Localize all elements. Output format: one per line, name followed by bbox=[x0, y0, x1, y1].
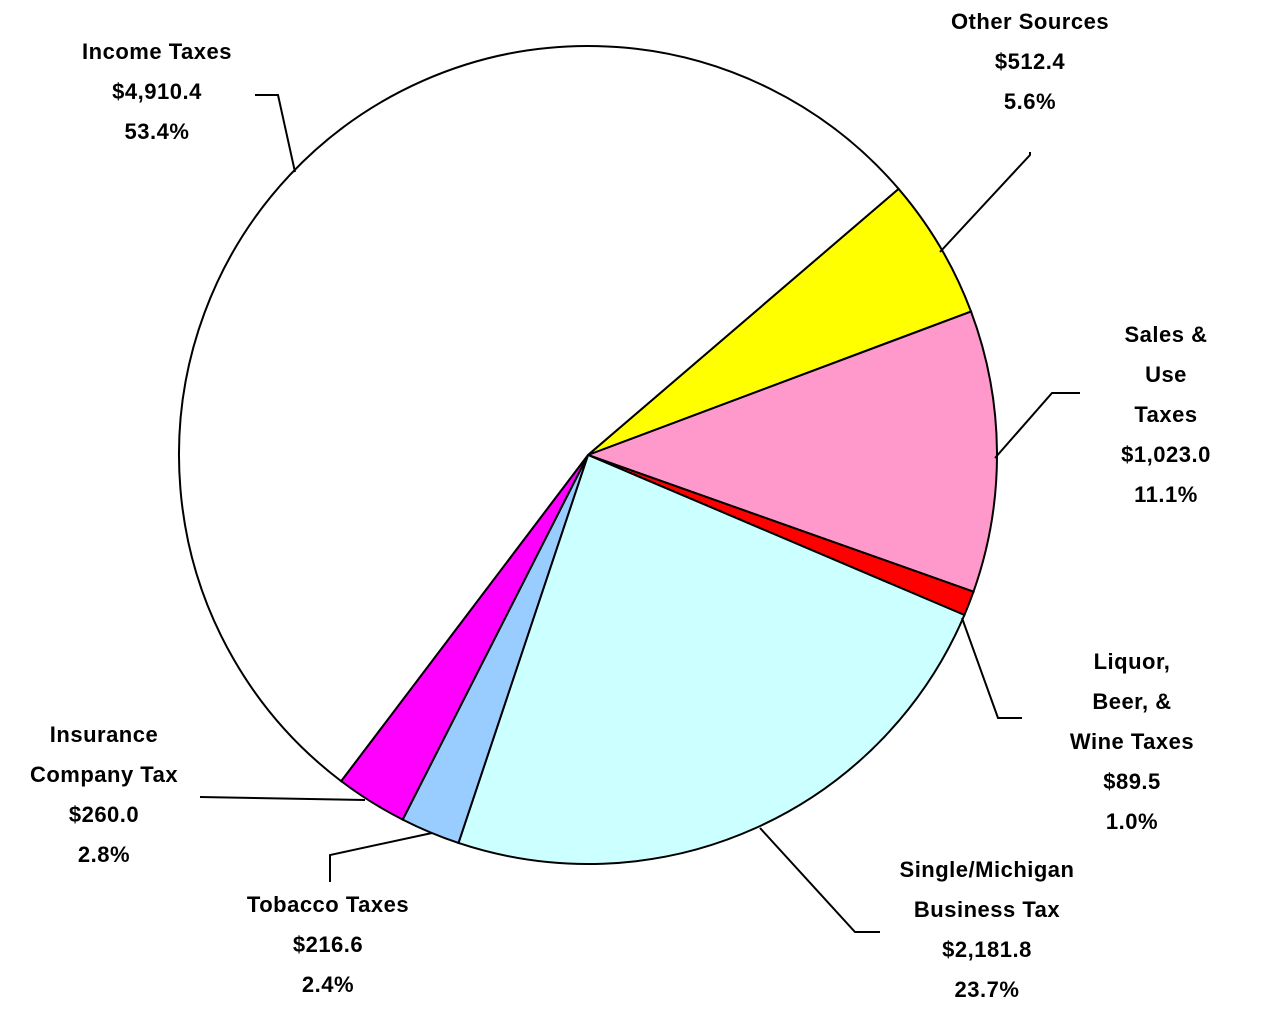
slice-label: Liquor, Beer, & Wine Taxes $89.5 1.0% bbox=[1067, 642, 1198, 842]
value-label: $1,023.0 bbox=[1121, 442, 1211, 467]
leader-line bbox=[199, 796, 366, 801]
slice-label: Single/Michigan Business Tax $2,181.8 23.7… bbox=[900, 850, 1075, 1010]
value-label: $512.4 bbox=[994, 49, 1066, 74]
category: Other Sources bbox=[950, 9, 1110, 34]
slice-label: Income Taxes $4,910.4 53.4% bbox=[82, 32, 232, 152]
value-label: $216.6 bbox=[292, 932, 364, 957]
value-label: $89.5 bbox=[1103, 769, 1161, 794]
slice-label: Sales & Use Taxes $1,023.0 11.1% bbox=[1118, 315, 1215, 515]
leader-line bbox=[255, 94, 296, 173]
category: Income Taxes bbox=[82, 39, 232, 64]
leader-line bbox=[939, 152, 1031, 253]
leader-line bbox=[329, 832, 433, 882]
percent-label: 2.8% bbox=[77, 842, 131, 867]
category: Liquor, Beer, & Wine Taxes bbox=[1069, 649, 1195, 754]
slice-label: Other Sources $512.4 5.6% bbox=[951, 2, 1109, 122]
percent-label: 11.1% bbox=[1134, 482, 1198, 507]
category: Insurance Company Tax bbox=[29, 722, 179, 787]
percent-label: 53.4% bbox=[124, 119, 190, 144]
percent-label: 1.0% bbox=[1105, 809, 1159, 834]
value-label: $4,910.4 bbox=[112, 79, 202, 104]
slice bbox=[457, 453, 966, 865]
slice bbox=[178, 45, 900, 783]
value-label: $2,181.8 bbox=[942, 937, 1032, 962]
slice-label: Insurance Company Tax $260.0 2.8% bbox=[30, 715, 178, 875]
category: Single/Michigan Business Tax bbox=[899, 857, 1075, 922]
pie bbox=[178, 45, 998, 865]
value-label: $260.0 bbox=[68, 802, 140, 827]
slice bbox=[585, 310, 998, 593]
category: Sales & Use Taxes bbox=[1124, 322, 1208, 427]
leader-line bbox=[961, 617, 1022, 719]
percent-label: 5.6% bbox=[1003, 89, 1057, 114]
slice bbox=[587, 187, 973, 456]
slice-label: Tobacco Taxes $216.6 2.4% bbox=[247, 885, 409, 1005]
percent-label: 2.4% bbox=[301, 972, 355, 997]
category: Tobacco Taxes bbox=[246, 892, 410, 917]
leader-line bbox=[994, 392, 1080, 459]
percent-label: 23.7% bbox=[954, 977, 1020, 1002]
leader-line bbox=[759, 827, 880, 933]
